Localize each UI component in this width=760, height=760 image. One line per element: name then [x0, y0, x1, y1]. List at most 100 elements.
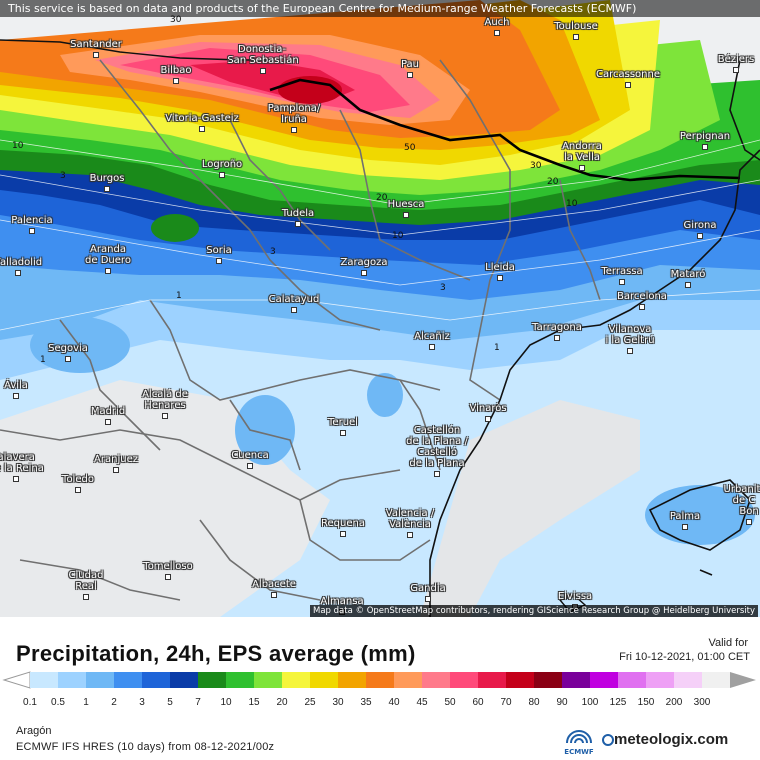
contour-label: 1: [40, 355, 46, 365]
city-label: Burgos: [89, 173, 125, 184]
city-label: València: [389, 519, 431, 530]
city-label: Lleida: [485, 262, 515, 273]
legend-tick-label: 20: [276, 697, 288, 708]
city-marker: [407, 72, 413, 78]
contour-label: 1: [176, 291, 182, 301]
ecmwf-notice-banner: This service is based on data and produc…: [0, 0, 760, 17]
contour-label: 3: [60, 171, 66, 181]
city-marker: [619, 279, 625, 285]
legend-tick-label: 0.1: [23, 697, 37, 708]
city-label: Palencia: [11, 215, 53, 226]
contour-label: 3: [440, 283, 446, 293]
legend-swatch: [646, 672, 674, 688]
legend-tick-label: 125: [609, 697, 627, 708]
city-marker: [429, 344, 435, 350]
city-marker: [361, 270, 367, 276]
legend-swatch: [478, 672, 506, 688]
contour-label: 30: [530, 161, 542, 171]
city-marker: [104, 186, 110, 192]
map-attribution[interactable]: Map data © OpenStreetMap contributors, r…: [310, 605, 758, 617]
city-marker: [113, 467, 119, 473]
contour-label: 30: [170, 15, 182, 25]
city-marker: [75, 487, 81, 493]
city-marker: [199, 126, 205, 132]
legend-tick-label: 35: [360, 697, 372, 708]
contour-label: 20: [547, 177, 559, 187]
city-label: Requena: [321, 518, 365, 529]
contour-label: 50: [404, 143, 416, 153]
city-label: Segovia: [48, 343, 88, 354]
legend-swatch: [254, 672, 282, 688]
city-label: Henares: [144, 400, 186, 411]
legend-tick-label: 150: [637, 697, 655, 708]
legend-swatch: [450, 672, 478, 688]
legend-swatch: [86, 672, 114, 688]
contour-label: 20: [376, 193, 388, 203]
city-marker: [340, 531, 346, 537]
legend-swatch: [422, 672, 450, 688]
precipitation-map[interactable]: 50 30 30 20 20 10 10 10 3 3 3 1 1 1 This…: [0, 0, 760, 617]
meteologix-brand[interactable]: meteologix.com: [614, 731, 729, 748]
city-label: Alcañiz: [414, 331, 450, 342]
city-label: San Sebastián: [227, 55, 299, 66]
city-label: Mataró: [670, 269, 706, 280]
legend-tick-label: 70: [500, 697, 512, 708]
city-label: Teruel: [328, 417, 358, 428]
legend-swatch: [58, 672, 86, 688]
city-marker: [83, 594, 89, 600]
legend-tick-label: 3: [139, 697, 145, 708]
city-marker: [627, 348, 633, 354]
legend-tick-label: 50: [444, 697, 456, 708]
city-label: de la Reina: [0, 463, 44, 474]
city-label: Cuenca: [231, 450, 269, 461]
city-marker: [219, 172, 225, 178]
meteologix-logo-icon: [602, 734, 614, 746]
city-label: Tarragona: [532, 322, 582, 333]
map-title: Precipitation, 24h, EPS average (mm): [16, 641, 416, 666]
contour-label: 3: [270, 247, 276, 257]
city-label: Madrid: [90, 406, 126, 417]
city-label: Huesca: [387, 199, 425, 210]
legend-tick-label: 200: [665, 697, 683, 708]
legend-tick-label: 90: [556, 697, 568, 708]
legend-tick-label: 25: [304, 697, 316, 708]
city-label: i la Geltrú: [605, 335, 655, 346]
city-label: de la Plana /: [406, 436, 468, 447]
city-label: Girona: [683, 220, 717, 231]
city-label: Valencia /: [385, 508, 435, 519]
city-marker: [247, 463, 253, 469]
legend-swatch: [338, 672, 366, 688]
city-label: Vinaròs: [469, 403, 507, 414]
city-label: Ávila: [4, 380, 28, 391]
city-label: Castellón: [413, 425, 461, 436]
legend-swatch: [534, 672, 562, 688]
legend-tick-label: 15: [248, 697, 260, 708]
city-label: Almansa: [320, 596, 364, 607]
city-label: Talavera: [0, 452, 35, 463]
city-label: Bilbao: [160, 65, 192, 76]
legend-swatch: [618, 672, 646, 688]
legend-swatch: [702, 672, 730, 688]
color-scale-bar: [2, 671, 756, 689]
legend-swatch: [310, 672, 338, 688]
city-marker: [746, 519, 752, 525]
contour-label: 10: [566, 199, 578, 209]
legend-arrow-left: [2, 671, 31, 689]
valid-time: Fri 10-12-2021, 01:00 CET: [619, 651, 750, 663]
city-marker: [573, 34, 579, 40]
city-marker: [291, 127, 297, 133]
city-marker: [697, 233, 703, 239]
legend-tick-label: 40: [388, 697, 400, 708]
city-marker: [93, 52, 99, 58]
legend-tick-label: 300: [693, 697, 711, 708]
city-marker: [639, 304, 645, 310]
legend-swatch: [170, 672, 198, 688]
legend-swatch: [366, 672, 394, 688]
contour-label: 1: [494, 343, 500, 353]
legend-tick-label: 60: [472, 697, 484, 708]
city-label: Urbanit: [723, 484, 760, 495]
legend-swatch: [142, 672, 170, 688]
legend-swatch: [562, 672, 590, 688]
city-label: Real: [75, 581, 97, 592]
city-marker: [403, 212, 409, 218]
